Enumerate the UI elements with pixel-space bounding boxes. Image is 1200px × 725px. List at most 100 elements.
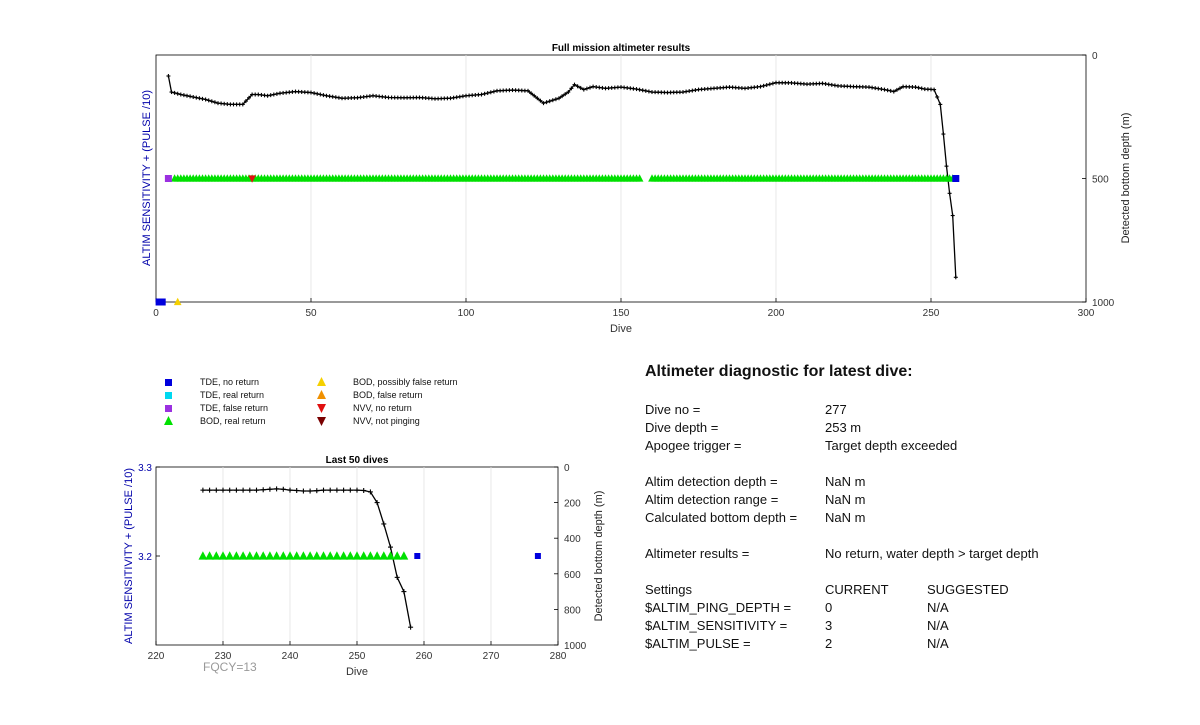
depth-point xyxy=(643,88,648,93)
bottom-right-axis-label: Detected bottom depth (m) xyxy=(593,491,605,622)
tde-false-return-marker xyxy=(164,175,172,182)
dive-depth-label: Dive depth = xyxy=(645,420,719,435)
bod-real-return-marker xyxy=(285,551,295,560)
bottom-x-axis-label: Dive xyxy=(346,666,368,678)
depth-point xyxy=(408,624,414,630)
y-tick-label: 3.3 xyxy=(138,463,152,474)
top-x-axis-label: Dive xyxy=(610,323,632,335)
legend-item-bod-false-return: BOD, false return xyxy=(313,389,483,401)
depth-point xyxy=(181,93,186,98)
legend-item-tde-real-return: TDE, real return xyxy=(160,389,310,401)
depth-point xyxy=(764,83,769,88)
depth-point xyxy=(541,101,546,106)
bod-real-return-marker xyxy=(305,551,315,560)
y2-tick-label: 500 xyxy=(1092,175,1109,186)
depth-point xyxy=(919,86,924,91)
calc-depth-value: NaN m xyxy=(825,510,866,525)
depth-point xyxy=(891,89,896,94)
bod-real-return-marker xyxy=(352,551,362,560)
depth-point xyxy=(913,85,918,90)
bod-real-return-marker xyxy=(278,551,288,560)
apogee-value: Target depth exceeded xyxy=(825,438,958,453)
depth-point xyxy=(544,100,549,105)
bod-real-return-marker xyxy=(272,551,281,560)
legend-label: TDE, no return xyxy=(200,377,260,387)
setting-name: $ALTIM_PING_DEPTH = xyxy=(645,600,792,615)
y2-tick-label: 600 xyxy=(564,570,581,581)
depth-point xyxy=(388,544,393,550)
x-tick-label: 230 xyxy=(215,651,232,662)
depth-point xyxy=(220,487,226,493)
depth-point xyxy=(885,88,890,93)
y2-tick-label: 0 xyxy=(564,463,570,474)
depth-point xyxy=(932,87,937,92)
depth-point xyxy=(394,574,400,580)
depth-point xyxy=(294,487,300,493)
triangle-up-marker-icon xyxy=(317,377,326,386)
depth-point xyxy=(560,94,565,99)
depth-point xyxy=(882,87,887,92)
depth-point xyxy=(538,98,543,103)
setting-row: $ALTIM_SENSITIVITY = 3 N/A xyxy=(645,617,1165,635)
depth-point xyxy=(584,86,589,91)
triangle-down-marker-icon xyxy=(317,404,326,413)
y2-tick-label: 400 xyxy=(564,534,581,545)
setting-name: $ALTIM_SENSITIVITY = xyxy=(645,618,788,633)
full-mission-chart: 0 50 100 150 200 250 300 0 500 1000 Full mission… xyxy=(141,43,1132,335)
x-tick-label: 280 xyxy=(550,651,567,662)
depth-point xyxy=(334,487,340,493)
bod-real-return-marker xyxy=(218,551,228,560)
top-chart-title: Full mission altimeter results xyxy=(552,43,691,54)
depth-point xyxy=(761,83,766,88)
bod-real-return-marker xyxy=(245,551,255,560)
depth-point xyxy=(347,487,353,493)
top-y-axis-label: ALTIM SENSITIVITY + (PULSE /10) xyxy=(141,90,153,266)
depth-point xyxy=(479,92,484,97)
depth-point xyxy=(227,487,233,493)
bod-real-return-marker xyxy=(392,551,402,560)
x-tick-label: 260 xyxy=(416,651,433,662)
depth-point xyxy=(185,93,189,98)
dive-no-value: 277 xyxy=(825,402,847,417)
depth-point xyxy=(318,92,323,97)
setting-current: 2 xyxy=(825,636,833,651)
det-depth-value: NaN m xyxy=(825,474,866,489)
depth-point xyxy=(172,90,177,95)
setting-suggested: N/A xyxy=(927,618,949,633)
bod-real-return-marker xyxy=(232,551,241,560)
depth-point xyxy=(572,82,577,87)
bod-real-return-marker xyxy=(265,551,275,560)
legend-label: BOD, false return xyxy=(353,390,423,400)
top-right-axis-label: Detected bottom depth (m) xyxy=(1120,113,1132,244)
y2-tick-label: 1000 xyxy=(564,641,587,652)
depth-point xyxy=(166,73,171,78)
square-marker-icon xyxy=(165,379,172,386)
depth-point xyxy=(243,99,248,104)
depth-point xyxy=(197,96,202,101)
depth-point xyxy=(770,81,775,86)
depth-point xyxy=(274,91,279,96)
legend-label: TDE, false return xyxy=(200,403,269,413)
x-tick-label: 270 xyxy=(483,651,500,662)
depth-point xyxy=(535,96,540,101)
depth-point xyxy=(260,487,266,493)
depth-point xyxy=(240,487,246,493)
tde-no-return-marker xyxy=(414,553,421,559)
depth-point xyxy=(200,487,206,493)
depth-point xyxy=(321,487,326,493)
depth-point xyxy=(280,486,286,492)
legend-item-bod-real-return: BOD, real return xyxy=(160,415,310,427)
depth-point xyxy=(321,93,326,98)
x-tick-label: 50 xyxy=(305,308,317,319)
depth-point xyxy=(309,90,313,95)
results-row: Altimeter results = No return, water dept… xyxy=(645,545,1165,563)
depth-point xyxy=(240,102,245,107)
depth-point xyxy=(327,487,333,493)
depth-point xyxy=(581,87,586,92)
y2-tick-label: 800 xyxy=(564,605,581,616)
fqcy-annotation: FQCY=13 xyxy=(203,660,257,674)
depth-point xyxy=(178,92,183,97)
depth-point xyxy=(265,93,270,98)
bod-real-return-marker xyxy=(252,551,261,560)
tde-no-return-marker xyxy=(952,175,960,182)
